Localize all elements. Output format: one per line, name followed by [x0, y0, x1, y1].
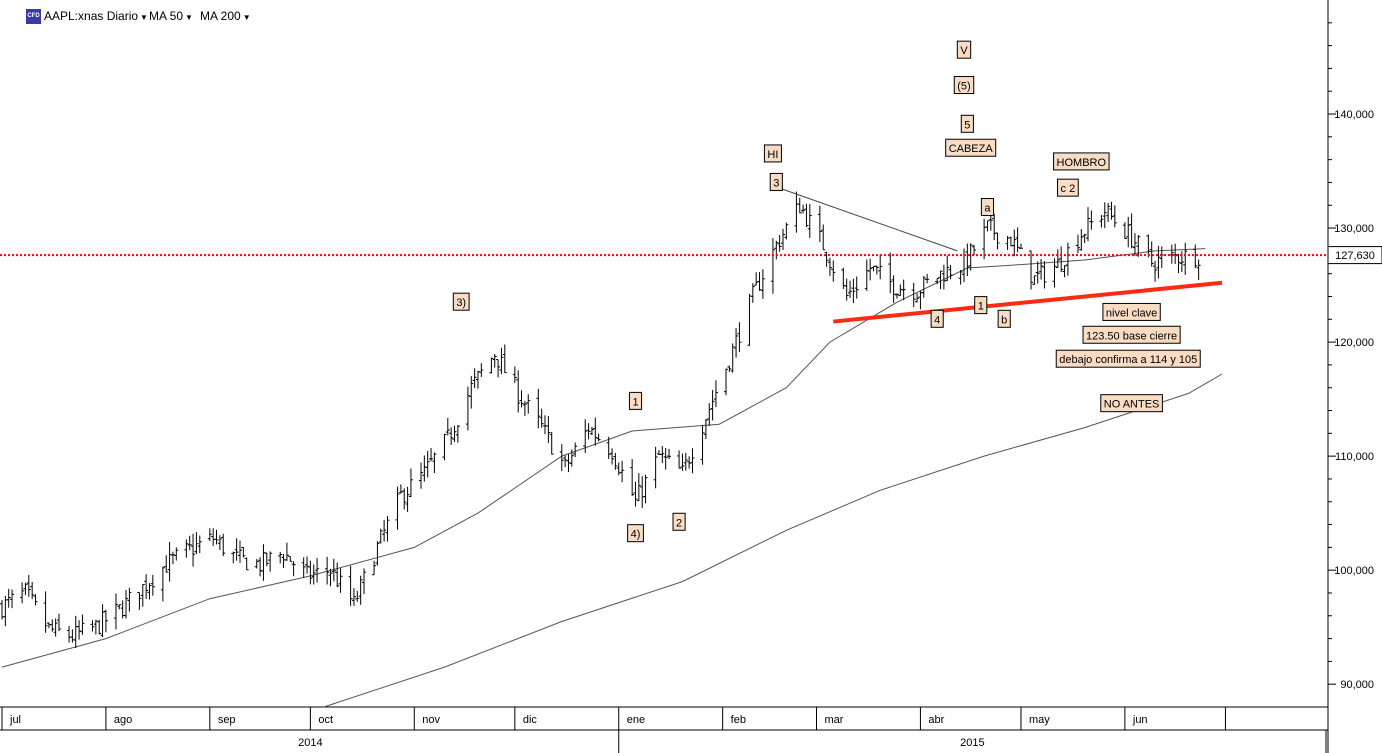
symbol-label: AAPL:xnas Diario — [44, 9, 139, 23]
red-support-trendline — [833, 280, 1223, 324]
annotation-box — [930, 309, 944, 328]
annotation-label: 4) — [631, 529, 641, 541]
annotation-label: 2 — [676, 517, 682, 529]
y-tick-label: 130,000 — [1334, 223, 1374, 235]
ma50-line — [1, 248, 1206, 668]
month-label: feb — [731, 714, 746, 726]
month-label: ene — [627, 714, 645, 726]
month-label: abr — [928, 714, 944, 726]
ma200-line — [323, 373, 1223, 708]
month-label: jun — [1132, 714, 1148, 726]
trendline-layer — [0, 187, 1328, 324]
annotation-box — [953, 76, 975, 95]
month-label: oct — [318, 714, 333, 726]
ma200-layer — [323, 373, 1223, 708]
month-label: mar — [825, 714, 844, 726]
annotation-label: CABEZA — [949, 143, 994, 155]
annotation-label: c 2 — [1061, 183, 1076, 195]
annotation-box — [452, 292, 470, 311]
gray-resistance-trendline — [779, 187, 958, 252]
annotation-box — [769, 172, 783, 191]
annotation-box — [672, 512, 686, 531]
ma50-label: MA 50 — [149, 9, 184, 23]
chart-toolbar: CFD AAPL:xnas Diario ▼ MA 50 ▼ MA 200 ▼ — [0, 0, 1328, 32]
annotation-label: (5) — [957, 81, 970, 93]
ma50-selector[interactable]: MA 50 ▼ — [149, 9, 193, 23]
last-price-label: 127,630 — [1335, 250, 1375, 262]
annotation-box — [1102, 302, 1161, 321]
annotation-box — [1053, 152, 1110, 171]
ma200-selector[interactable]: MA 200 ▼ — [200, 9, 251, 23]
annotation-label: 123.50 base cierre — [1086, 330, 1177, 342]
annotation-box — [980, 198, 995, 217]
annotation-label: NO ANTES — [1104, 399, 1160, 411]
annotation-box — [1057, 178, 1079, 197]
cfd-logo-icon: CFD — [26, 9, 41, 24]
annotation-box — [1055, 349, 1201, 368]
annotation-label: nivel clave — [1106, 307, 1157, 319]
annotation-label: 5 — [964, 119, 970, 131]
annotation-label: HOMBRO — [1057, 157, 1107, 169]
annotation-box — [627, 524, 644, 543]
y-tick-label: 90,000 — [1340, 679, 1374, 691]
month-label: sep — [218, 714, 236, 726]
month-label: dic — [523, 714, 538, 726]
annotation-box — [997, 309, 1011, 328]
month-label: ago — [114, 714, 132, 726]
year-label: 2015 — [960, 737, 984, 749]
y-tick-label: 110,000 — [1335, 451, 1374, 463]
month-label: jul — [9, 714, 21, 726]
annotation-label: 3 — [773, 177, 779, 189]
x-axis: jul ago sep oct nov dic ene feb mar abr may jun 2014… — [1, 707, 1327, 753]
annotation-box — [1100, 394, 1163, 413]
ma200-label: MA 200 — [200, 9, 241, 23]
annotation-box — [960, 114, 974, 133]
annotation-label: debajo confirma a 114 y 105 — [1059, 354, 1197, 366]
price-bars-layer — [0, 191, 1201, 648]
annotation-label: 4 — [934, 314, 940, 326]
ma50-layer — [1, 248, 1206, 668]
symbol-selector[interactable]: AAPL:xnas Diario ▼ — [44, 9, 148, 23]
annotation-box — [763, 144, 782, 163]
annotation-box — [1082, 325, 1181, 344]
annotation-box — [628, 391, 643, 410]
caret-down-icon: ▼ — [185, 13, 193, 22]
year-label: 2014 — [298, 737, 322, 749]
annotation-label: 1 — [978, 301, 984, 313]
annotation-label: 3) — [456, 297, 466, 309]
annotation-label: HI — [767, 149, 778, 161]
annotation-box — [956, 40, 972, 59]
y-tick-label: 120,000 — [1334, 337, 1374, 349]
month-label: may — [1029, 714, 1050, 726]
annotation-label: a — [984, 203, 991, 215]
last-price-tag — [1327, 246, 1382, 265]
month-label: nov — [422, 714, 440, 726]
annotation-box — [945, 138, 997, 157]
caret-down-icon: ▼ — [140, 13, 148, 22]
annotation-label: V — [960, 45, 968, 57]
y-tick-label: 140,000 — [1334, 109, 1374, 121]
annotation-box — [974, 296, 988, 315]
annotation-label: 1 — [632, 396, 638, 408]
y-axis: 90,000 100,000 110,000 120,000 130,000 140,00… — [1327, 22, 1382, 691]
y-tick-label: 100,000 — [1334, 565, 1374, 577]
annotation-label: b — [1001, 314, 1007, 326]
caret-down-icon: ▼ — [242, 13, 251, 22]
annotation-layer: 3) 1 4) 2 HI 3 4 V (5) 5 CABEZA a 1 b HOMBRO c 2 nivel c… — [452, 40, 1201, 543]
